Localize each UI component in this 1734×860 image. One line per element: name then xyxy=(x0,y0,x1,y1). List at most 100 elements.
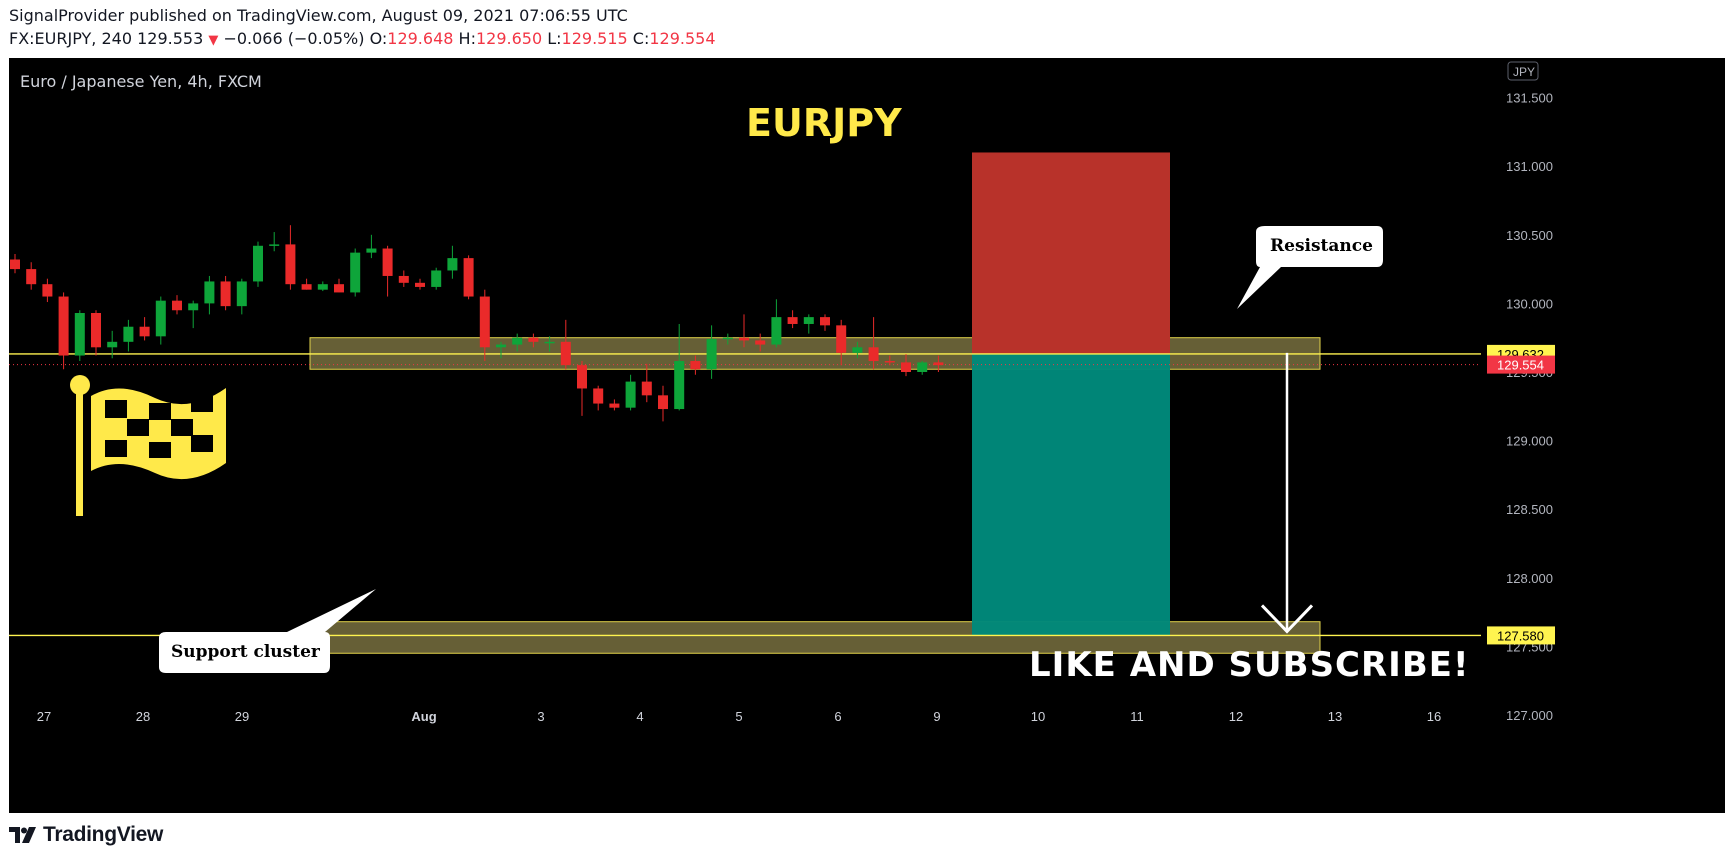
candle[interactable] xyxy=(544,336,555,352)
chart-panel[interactable] xyxy=(9,58,1725,813)
candle[interactable] xyxy=(901,354,911,377)
x-tick-label: 9 xyxy=(933,709,940,724)
candle[interactable] xyxy=(10,254,20,274)
candle[interactable] xyxy=(787,310,798,329)
candle[interactable] xyxy=(496,341,506,359)
candles-layer xyxy=(10,225,944,422)
candle-body xyxy=(236,281,247,307)
candle[interactable] xyxy=(204,275,215,315)
candle[interactable] xyxy=(382,245,393,297)
tradingview-icon xyxy=(9,827,36,843)
candle[interactable] xyxy=(42,278,53,303)
candle[interactable] xyxy=(334,278,344,293)
checkered-flag-icon xyxy=(70,375,226,516)
close-value: 129.554 xyxy=(649,29,716,48)
candle-body xyxy=(58,296,69,356)
candle[interactable] xyxy=(868,317,879,370)
candle[interactable] xyxy=(771,299,782,348)
candle[interactable] xyxy=(431,267,442,290)
candle[interactable] xyxy=(674,323,685,411)
candle[interactable] xyxy=(722,333,733,345)
candle[interactable] xyxy=(512,333,523,352)
y-tick-label: 131.500 xyxy=(1506,91,1553,106)
currency-tag[interactable]: JPY xyxy=(1507,61,1539,81)
candle[interactable] xyxy=(366,234,377,259)
candle-body xyxy=(447,258,458,271)
candle-body xyxy=(560,341,571,366)
support-callout[interactable]: Support cluster xyxy=(159,589,376,673)
candle[interactable] xyxy=(933,355,944,372)
candle-body xyxy=(139,326,150,337)
candle-body xyxy=(188,303,199,311)
candle[interactable] xyxy=(172,295,182,315)
candle[interactable] xyxy=(415,278,425,290)
candle-body xyxy=(479,296,490,348)
symbol-interval[interactable]: FX:EURJPY, 240 xyxy=(9,29,132,48)
candle[interactable] xyxy=(658,385,668,422)
resistance-callout[interactable]: Resistance xyxy=(1237,226,1383,309)
candle[interactable] xyxy=(301,278,312,290)
price-lines-layer xyxy=(9,353,1481,637)
candle-body xyxy=(625,381,636,408)
stop-loss-area[interactable] xyxy=(972,152,1170,354)
x-tick-label: Aug xyxy=(411,709,436,724)
candle[interactable] xyxy=(107,330,118,359)
candle-body xyxy=(884,361,895,363)
candle[interactable] xyxy=(690,355,701,375)
candle[interactable] xyxy=(625,374,636,411)
support-label: Support cluster xyxy=(171,642,321,662)
candle[interactable] xyxy=(528,333,539,348)
candle[interactable] xyxy=(253,241,263,287)
candle[interactable] xyxy=(398,270,409,287)
low-label: L: xyxy=(547,29,562,48)
candle[interactable] xyxy=(139,317,150,341)
candle-body xyxy=(431,270,442,287)
price-change: −0.066 (−0.05%) xyxy=(223,29,365,48)
close-label: C: xyxy=(632,29,650,48)
candle-body xyxy=(609,403,620,408)
candle[interactable] xyxy=(560,319,571,370)
candle[interactable] xyxy=(188,300,199,329)
candle-body xyxy=(155,300,166,337)
x-tick-label: 13 xyxy=(1328,709,1342,724)
last-price: 129.553 xyxy=(137,29,204,48)
candle[interactable] xyxy=(803,314,814,334)
candle[interactable] xyxy=(58,292,69,370)
price-chart[interactable]: EURJPY Resistance Support cluster LIKE AND … xyxy=(9,58,1725,813)
candle[interactable] xyxy=(577,361,587,416)
candle[interactable] xyxy=(739,314,749,348)
candle[interactable] xyxy=(269,232,280,252)
candle[interactable] xyxy=(479,289,490,362)
candle[interactable] xyxy=(755,333,766,352)
candle-body xyxy=(74,313,85,356)
tradingview-logo[interactable]: TradingView xyxy=(9,823,163,847)
candle[interactable] xyxy=(641,363,652,403)
low-value: 129.515 xyxy=(561,29,628,48)
candle[interactable] xyxy=(220,275,231,311)
candle[interactable] xyxy=(836,319,847,366)
candle[interactable] xyxy=(852,341,863,359)
take-profit-area[interactable] xyxy=(972,353,1170,636)
candle[interactable] xyxy=(155,296,166,345)
candle[interactable] xyxy=(609,399,620,411)
flag-check xyxy=(191,435,213,452)
candle[interactable] xyxy=(123,319,134,352)
candle[interactable] xyxy=(26,262,37,290)
candle-body xyxy=(350,252,361,293)
candle[interactable] xyxy=(706,325,717,379)
candle[interactable] xyxy=(593,385,604,411)
candle[interactable] xyxy=(447,245,458,279)
candle[interactable] xyxy=(884,355,895,366)
candle[interactable] xyxy=(91,310,101,356)
candle[interactable] xyxy=(74,310,85,362)
candle-body xyxy=(658,395,668,410)
candle[interactable] xyxy=(917,361,928,375)
candle[interactable] xyxy=(820,314,830,331)
candle[interactable] xyxy=(236,278,247,315)
subscribe-banner: LIKE AND SUBSCRIBE! xyxy=(1029,645,1469,685)
candle[interactable] xyxy=(463,255,474,300)
candle[interactable] xyxy=(350,248,361,297)
x-tick-label: 3 xyxy=(537,709,544,724)
candle[interactable] xyxy=(317,281,328,292)
candle[interactable] xyxy=(285,225,296,290)
